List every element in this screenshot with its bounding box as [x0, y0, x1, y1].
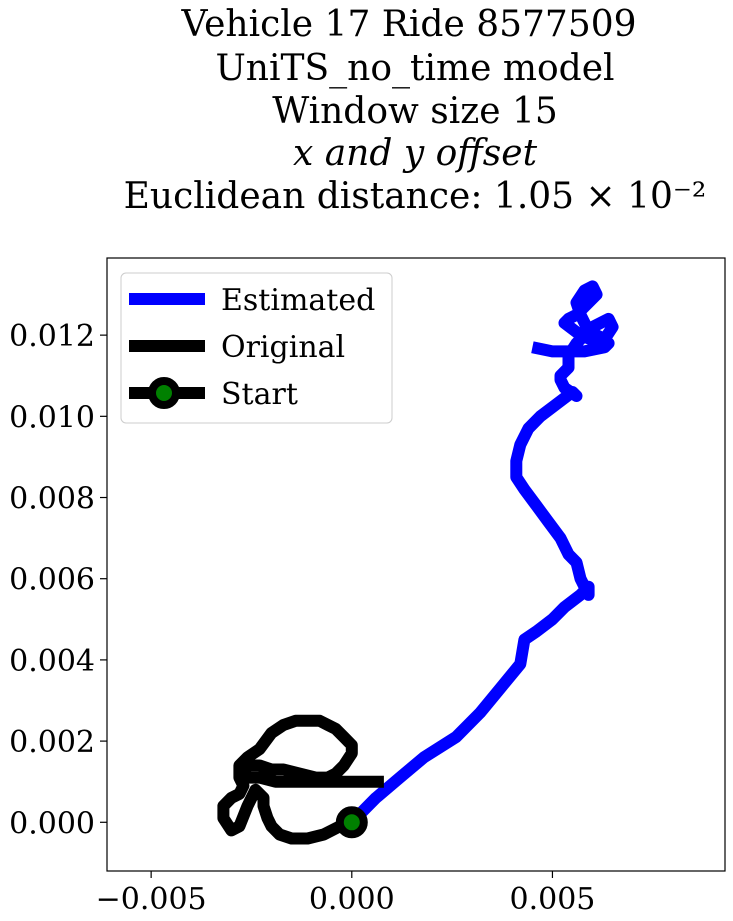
- chart-title: Vehicle 17 Ride 8577509 UniTS_no_time mo…: [124, 4, 707, 217]
- series-layer: [217, 280, 619, 845]
- title-line-4: x and y offset: [293, 133, 538, 174]
- y-tick-label: 0.006: [9, 563, 95, 598]
- legend-label-estimated: Estimated: [221, 283, 375, 318]
- title-line-1: Vehicle 17 Ride 8577509: [180, 4, 636, 45]
- series-line-original: [217, 714, 384, 845]
- x-tick-label: 0.005: [509, 882, 595, 917]
- y-tick-label: 0.010: [9, 400, 95, 435]
- plot-frame: [106, 257, 726, 872]
- y-tick-label: 0.012: [9, 319, 95, 354]
- y-tick-label: 0.004: [9, 644, 95, 679]
- y-tick-label: 0.002: [9, 725, 95, 760]
- start-marker: [335, 806, 368, 839]
- x-tick-label: 0.000: [309, 882, 395, 917]
- y-axis: 0.000 0.002 0.004 0.006 0.008 0.010 0.012: [9, 319, 107, 841]
- legend: Estimated Original Start: [120, 272, 393, 424]
- legend-frame: [120, 272, 393, 424]
- legend-label-original: Original: [221, 330, 345, 365]
- y-tick-label: 0.008: [9, 482, 95, 517]
- title-line-2: UniTS_no_time model: [215, 48, 614, 89]
- x-tick-label: −0.005: [96, 882, 207, 917]
- title-line-5: Euclidean distance: 1.05 × 10⁻²: [124, 176, 707, 217]
- series-line-estimated: [347, 280, 619, 827]
- title-line-3: Window size 15: [272, 91, 558, 132]
- y-tick-label: 0.000: [9, 806, 95, 841]
- x-axis: −0.005 0.000 0.005: [96, 871, 595, 917]
- marker-layer: [335, 806, 368, 839]
- legend-swatch-start-marker: [148, 377, 180, 409]
- legend-label-start: Start: [221, 377, 298, 412]
